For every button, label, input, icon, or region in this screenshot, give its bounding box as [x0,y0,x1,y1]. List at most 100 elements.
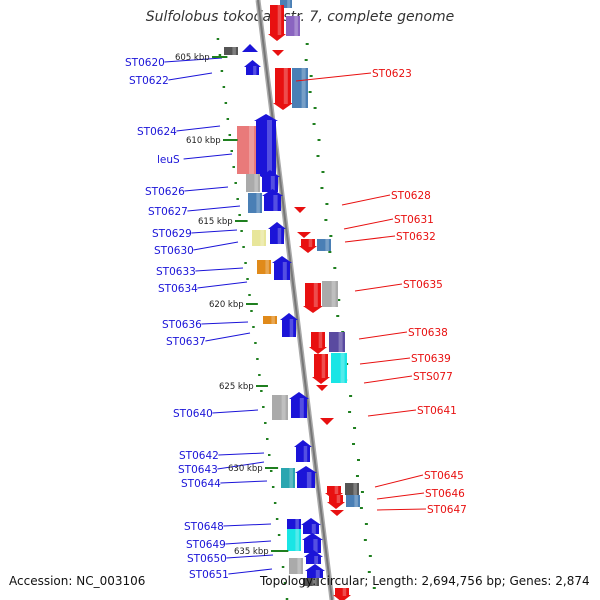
forward-gene [289,392,309,418]
tick-mark [218,54,222,56]
forward-gene [242,44,258,52]
forward-gene-label: ST0651 [189,569,229,581]
feature-block [329,332,345,352]
reverse-gene-label: ST0631 [394,214,434,226]
forward-gene-label: ST0649 [186,539,226,551]
tick-mark [250,310,253,312]
tick-mark [256,358,259,360]
position-label: 620 kbp [209,300,244,310]
feature-block [237,126,257,174]
tick-mark [238,214,241,216]
reverse-gene [312,354,330,384]
tick-mark [228,134,232,136]
tick-mark [240,230,243,232]
reverse-gene [316,385,328,391]
tick-mark [277,534,281,536]
tick-mark [234,182,237,184]
genome-summary-text: Topology: circular; Length: 2,694,756 bp… [260,574,590,588]
forward-gene [260,170,280,192]
tick-mark [252,326,255,328]
tick-mark [337,299,341,301]
reverse-leader-line [376,508,427,511]
tick-mark [266,438,269,440]
tick-mark [285,598,289,600]
forward-gene-label: ST0637 [166,336,206,348]
tick-mark [353,427,357,429]
tick-mark [368,555,372,557]
tick-mark [264,422,267,424]
forward-leader-line [218,452,265,456]
forward-gene-label: ST0624 [137,126,177,138]
forward-gene-label: ST0648 [184,521,224,533]
reverse-gene-label: ST0645 [424,470,464,482]
tick-marks [216,38,376,600]
tick-mark [320,187,324,189]
tick-mark [271,486,275,488]
tick-mark [244,262,247,264]
feature-block [224,47,238,55]
reverse-gene [320,418,334,425]
reverse-gene [299,239,317,253]
tick-mark [254,342,257,344]
feature-block [272,395,288,420]
forward-gene-label: ST0642 [179,450,219,462]
feature-block [317,239,331,251]
tick-mark [232,166,235,168]
forward-leader-line [183,153,233,160]
tick-mark [230,150,233,152]
tick-mark [248,294,251,296]
feature-block [287,519,301,529]
reverse-gene [327,495,345,509]
tick-mark [333,267,337,269]
forward-leader-line [176,125,221,132]
reverse-gene-label: ST0628 [391,190,431,202]
feature-block [287,529,301,551]
feature-block [252,230,266,246]
reverse-leader-line [359,357,411,365]
feature-block [346,495,360,507]
tick-mark [262,406,265,408]
tick-mark [283,582,287,584]
reverse-gene-label: ST0647 [427,504,467,516]
forward-gene [254,114,278,176]
reverse-gene-label: ST0646 [425,488,465,500]
tick-mark [321,171,325,173]
forward-gene-label: ST0633 [156,266,196,278]
reverse-leader-line [367,409,417,417]
forward-gene-label: ST0650 [187,553,227,565]
feature-block [345,483,359,495]
forward-leader-line [191,229,238,234]
tick-mark [269,470,273,472]
forward-gene [304,550,323,564]
genome-backbone [255,0,335,600]
forward-gene [280,313,298,337]
forward-gene [262,189,283,211]
reverse-gene-label: ST0635 [403,279,443,291]
forward-gene-label: ST0627 [148,206,188,218]
tick-mark [305,43,309,45]
tick-mark [312,123,316,125]
tick-mark [313,107,317,109]
accession-text: Accession: NC_003106 [9,574,146,588]
forward-leader-line [217,461,265,470]
reverse-leader-line [295,72,372,82]
reverse-gene [333,588,351,600]
feature-block [281,468,295,488]
tick-mark [324,219,328,221]
tick-mark [367,571,371,573]
reverse-gene-label: ST0638 [408,327,448,339]
tick-mark [258,374,261,376]
forward-gene [295,466,317,488]
forward-gene [305,564,325,578]
tick-mark [220,70,224,72]
feature-block [280,0,292,8]
tick-mark [349,395,353,397]
tick-mark [363,539,367,541]
reverse-leader-line [341,194,391,206]
forward-leader-line [225,540,272,545]
tick-mark [316,155,320,157]
forward-gene [272,256,292,280]
position-label: 625 kbp [219,382,254,392]
forward-gene [244,60,261,75]
